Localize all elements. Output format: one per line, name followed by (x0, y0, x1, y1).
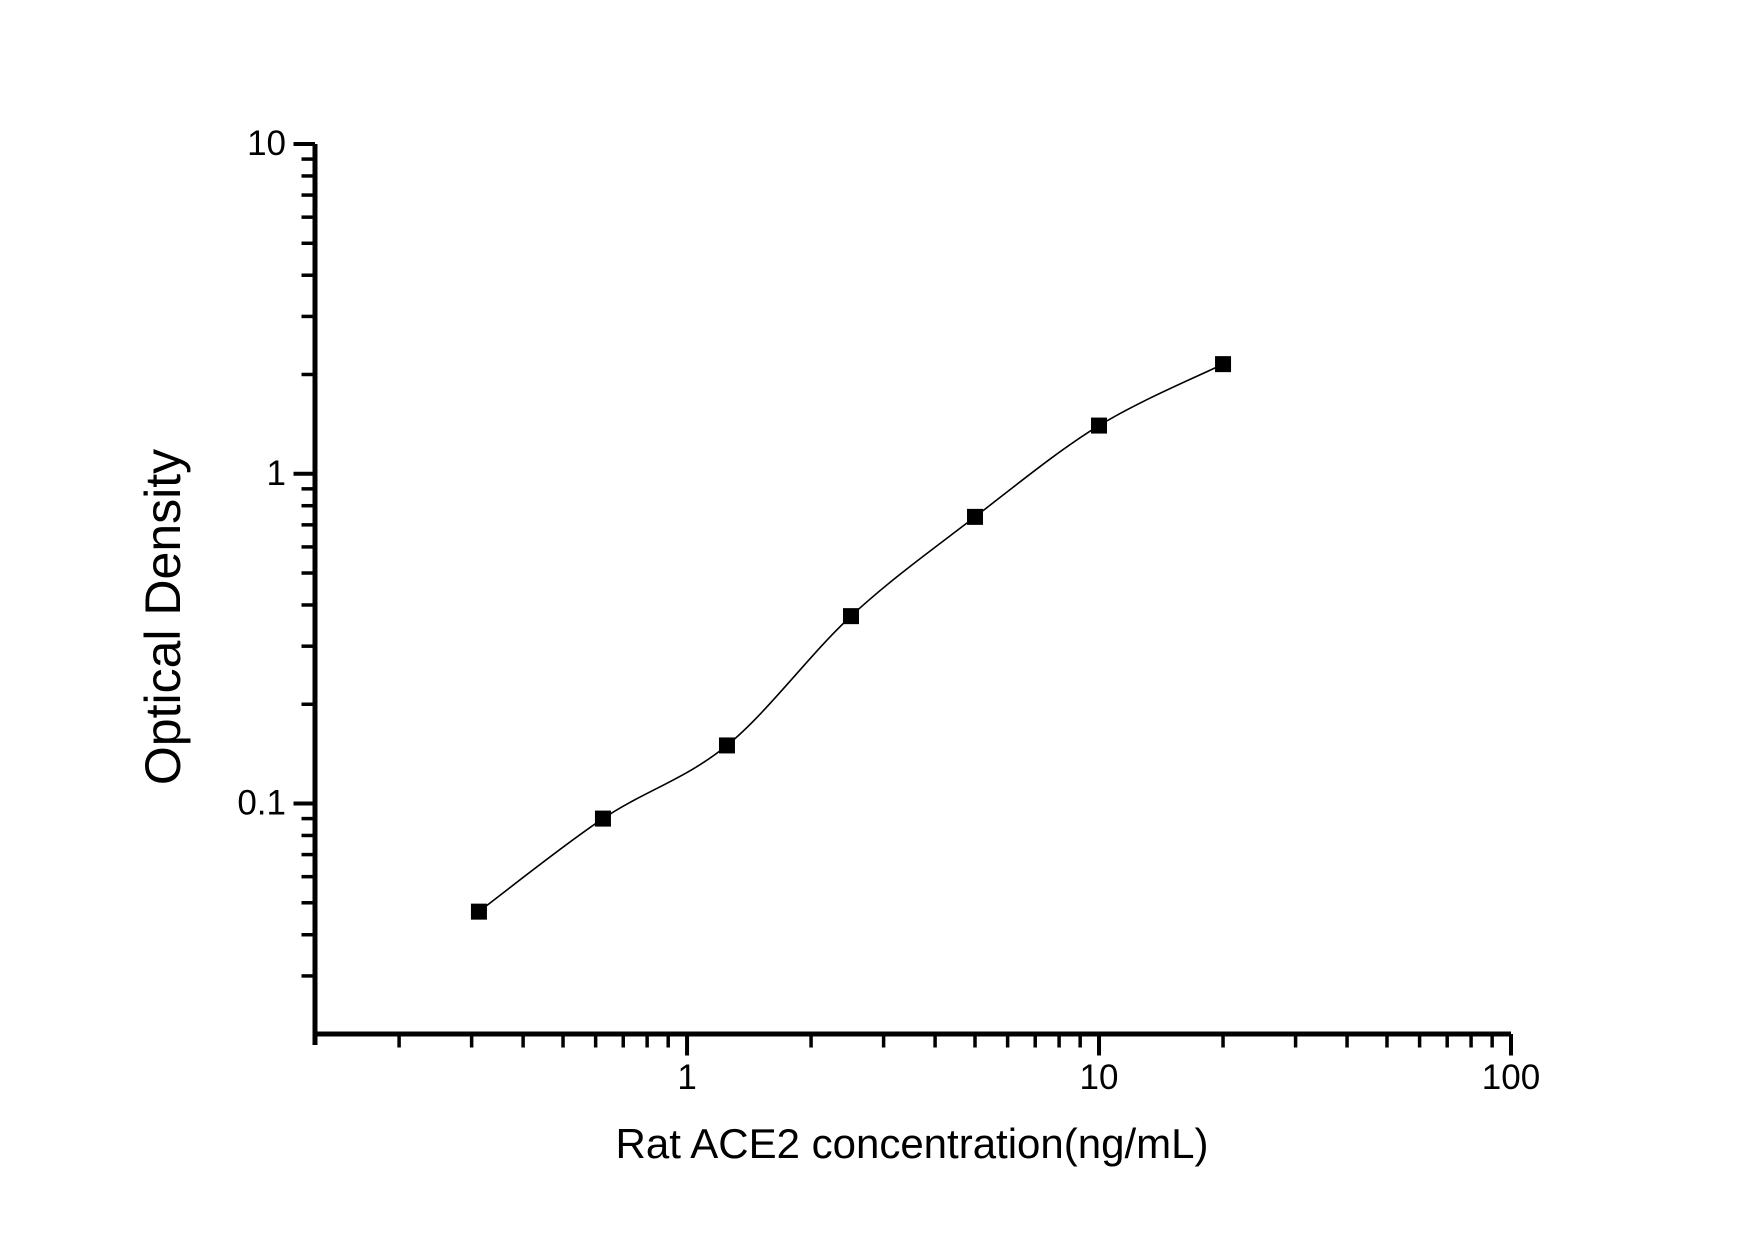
axes (312, 144, 1511, 1045)
x-tick-label: 10 (1080, 1058, 1119, 1097)
y-tick-label: 1 (267, 454, 286, 493)
data-point-square (1215, 356, 1232, 373)
data-point-square (470, 903, 487, 920)
data-point-square (1091, 417, 1108, 434)
data-point-markers (470, 356, 1232, 920)
data-point-square (842, 608, 859, 625)
axis-ticks (293, 142, 1513, 1056)
x-tick-label: 1 (677, 1058, 696, 1097)
axis-tick-labels: 1 10 100 0.1 1 10 (237, 124, 1540, 1097)
y-tick-label: 0.1 (237, 784, 286, 823)
data-point-square (594, 810, 611, 827)
data-point-square (718, 737, 735, 754)
fit-curve-line (478, 363, 1224, 913)
x-tick-label: 100 (1482, 1058, 1540, 1097)
data-point-square (967, 508, 984, 525)
y-tick-label: 10 (247, 124, 286, 163)
y-axis-title: Optical Density (135, 449, 191, 785)
x-axis-title: Rat ACE2 concentration(ng/mL) (616, 1120, 1209, 1167)
